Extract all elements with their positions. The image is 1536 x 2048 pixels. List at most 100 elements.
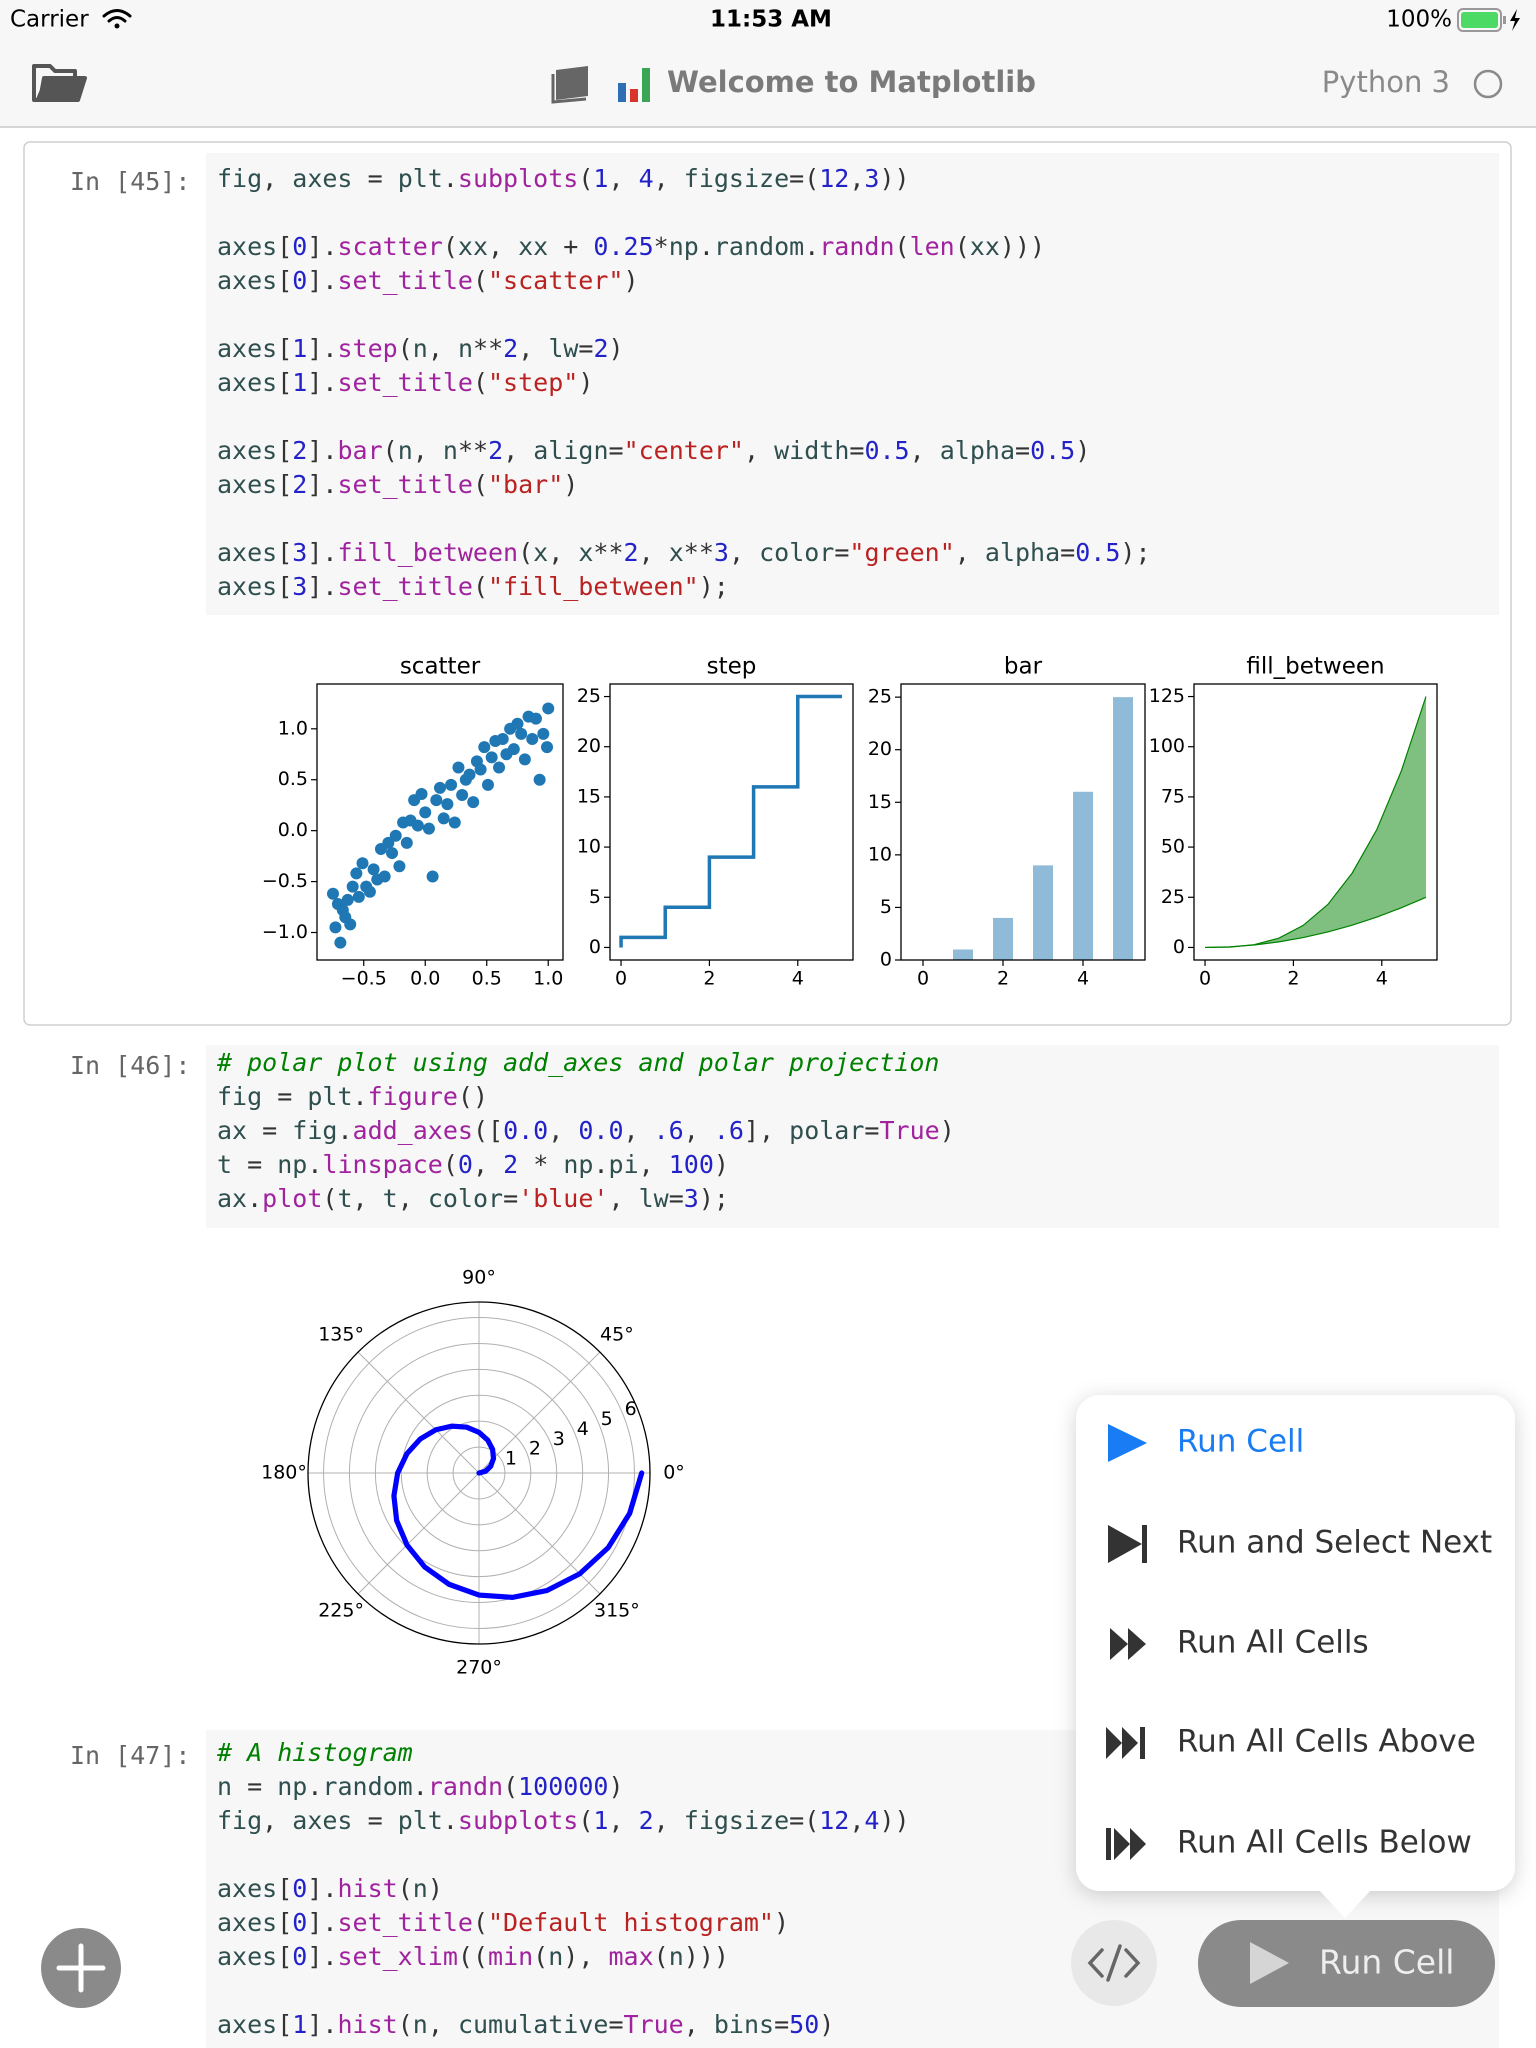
run-all-below-icon[interactable] <box>1106 1828 1146 1860</box>
notebook-title: Welcome to Matplotlib <box>667 65 1036 99</box>
run-select-next-icon[interactable] <box>1108 1525 1147 1563</box>
scatter-point <box>356 857 369 870</box>
scatter-point <box>485 751 498 764</box>
y-tick-label: 5 <box>880 896 892 918</box>
scatter-point <box>346 880 359 893</box>
kernel-name[interactable]: Python 3 <box>1322 65 1450 99</box>
scatter-point <box>386 847 399 860</box>
wifi-icon <box>102 9 132 29</box>
run-all-above-icon[interactable] <box>1106 1727 1145 1759</box>
code-line: axes[2].bar(n, n**2, align="center", wid… <box>217 436 1090 465</box>
subplot-title: fill_between <box>1246 654 1384 680</box>
axes-frame <box>609 683 854 961</box>
scatter-point <box>507 743 520 756</box>
code-button[interactable] <box>1071 1920 1157 2006</box>
x-tick-label: 0 <box>615 968 627 990</box>
scatter-point <box>352 890 365 903</box>
subplot: −0.5 0.0 0.5 1.0 −1.0 −0.5 0.0 0.5 1.0 scatter <box>262 654 564 990</box>
y-tick-label: 75 <box>1161 785 1185 807</box>
axes-frame <box>900 683 1146 961</box>
r-tick-label: 4 <box>577 1418 589 1440</box>
run-cell-icon[interactable] <box>1108 1424 1147 1462</box>
theta-tick-label: 0° <box>663 1462 685 1484</box>
scatter-point <box>411 819 424 832</box>
code-area[interactable] <box>206 1045 1499 1228</box>
subplot-title: scatter <box>400 654 481 680</box>
menu-item[interactable]: Run All Cells <box>1177 1625 1369 1661</box>
bar <box>1073 791 1093 960</box>
y-tick-label: 50 <box>1161 836 1185 858</box>
folder-button[interactable] <box>32 64 87 102</box>
scatter-point <box>430 794 443 807</box>
scatter-point <box>341 893 354 906</box>
y-tick-label: 100 <box>1149 735 1185 757</box>
code-line: n = np.random.randn(100000) <box>217 1772 624 1801</box>
clock: 11:53 AM <box>710 7 832 33</box>
code-line: fig = plt.figure() <box>217 1082 488 1111</box>
subplot-title: bar <box>1004 654 1043 680</box>
y-tick-label: 20 <box>868 738 892 760</box>
x-tick-label: 2 <box>703 968 715 990</box>
scatter-point <box>393 860 406 873</box>
battery-icon <box>1457 8 1520 32</box>
code-line: axes[0].hist(n) <box>217 1874 443 1903</box>
y-tick-label: 15 <box>868 791 892 813</box>
add-cell-button[interactable] <box>41 1928 121 2008</box>
x-tick-label: 0 <box>1199 968 1211 990</box>
theta-tick-label: 225° <box>318 1599 364 1621</box>
scatter-point <box>422 822 435 835</box>
x-tick-label: 1.0 <box>533 968 563 990</box>
y-tick-label: 0 <box>880 949 892 971</box>
kernel-status <box>1473 69 1503 99</box>
cell-prompt: In [46]: <box>70 1051 190 1080</box>
menu-item[interactable]: Run All Cells Above <box>1177 1724 1476 1760</box>
x-tick-label: 2 <box>1287 968 1299 990</box>
y-tick-label: 0 <box>1173 936 1185 958</box>
scatter-point <box>437 812 450 825</box>
code-line: axes[0].set_title("scatter") <box>217 266 639 295</box>
menu-item[interactable]: Run Cell <box>1177 1424 1304 1460</box>
theta-tick-label: 135° <box>318 1324 364 1346</box>
plot-area <box>901 684 1145 960</box>
code-line: axes[0].scatter(xx, xx + 0.25*np.random.… <box>217 232 1045 261</box>
y-tick-label: 10 <box>577 836 601 858</box>
scatter-point <box>456 789 469 802</box>
step-line <box>619 694 842 948</box>
scatter-point <box>363 885 376 898</box>
cell-prompt: In [45]: <box>70 167 190 196</box>
scatter-point <box>533 773 546 786</box>
run-all-icon[interactable] <box>1110 1628 1146 1660</box>
code-line: axes[3].fill_between(x, x**2, x**3, colo… <box>217 538 1151 567</box>
menu-pointer <box>1318 1889 1372 1918</box>
x-tick-label: 4 <box>792 968 804 990</box>
plot-area <box>610 684 853 960</box>
run-cell-label[interactable]: Run Cell <box>1319 1943 1454 1982</box>
scatter-point <box>496 732 509 745</box>
code-line: ax = fig.add_axes([0.0, 0.0, .6, .6], po… <box>217 1116 955 1145</box>
y-tick-label: −0.5 <box>262 870 308 892</box>
run-cell-button[interactable] <box>1198 1920 1495 2007</box>
polar-plot: 1 2 3 4 5 6 0° 45° 90° 135° 180° 225° 270° 315° <box>261 1267 685 1679</box>
menu-item[interactable]: Run All Cells Below <box>1177 1825 1472 1861</box>
y-tick-label: 0.5 <box>278 768 308 790</box>
subplot: 0 2 4 0 5 10 15 20 25 step <box>577 654 854 990</box>
scatter-point <box>541 741 554 754</box>
subplot: 0 2 4 0 25 50 75 100 125 fill_between <box>1149 654 1438 990</box>
book-icon[interactable] <box>551 66 588 104</box>
code-line: axes[0].set_title("Default histogram") <box>217 1908 789 1937</box>
x-tick-label: 4 <box>1077 968 1089 990</box>
theta-tick-label: 90° <box>462 1267 496 1289</box>
bar <box>1113 697 1133 960</box>
y-tick-label: −1.0 <box>262 921 308 943</box>
top-bar <box>0 0 1536 127</box>
menu-item[interactable]: Run and Select Next <box>1177 1525 1492 1561</box>
axes-frame <box>1193 683 1438 961</box>
scatter-point <box>389 829 402 842</box>
scatter-point <box>478 741 491 754</box>
scatter-point <box>448 816 461 829</box>
scatter-point <box>515 727 528 740</box>
code-area[interactable] <box>206 153 1499 615</box>
y-tick-label: 25 <box>868 686 892 708</box>
